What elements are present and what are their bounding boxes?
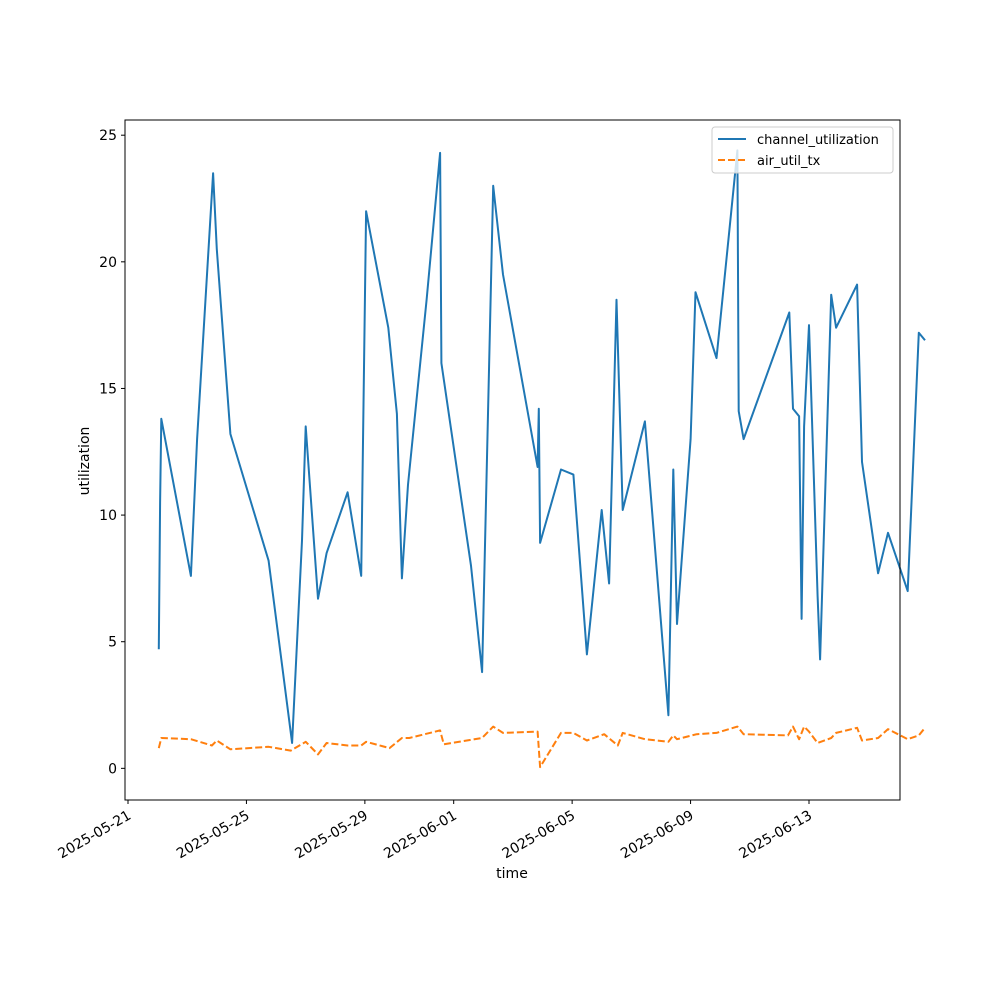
y-tick-label: 5 [108, 635, 117, 651]
plot-area [157, 149, 926, 769]
y-axis-label: utilization [77, 427, 93, 496]
legend-label: air_util_tx [757, 154, 821, 169]
series-line-air-util-tx [157, 725, 926, 769]
legend: channel_utilization air_util_tx [711, 126, 894, 174]
legend-label: channel_utilization [757, 133, 879, 148]
y-tick-label: 0 [108, 761, 117, 777]
y-tick-label: 15 [99, 381, 117, 397]
y-tick-label: 25 [99, 128, 117, 144]
y-tick-label: 20 [99, 255, 117, 271]
plot-frame [124, 119, 901, 801]
x-axis-label: time [496, 866, 528, 882]
y-axis: 0 5 10 15 20 25 [99, 128, 125, 777]
y-tick-label: 10 [99, 508, 117, 524]
legend-box [711, 126, 894, 174]
series-line-channel-utilization [157, 149, 926, 744]
